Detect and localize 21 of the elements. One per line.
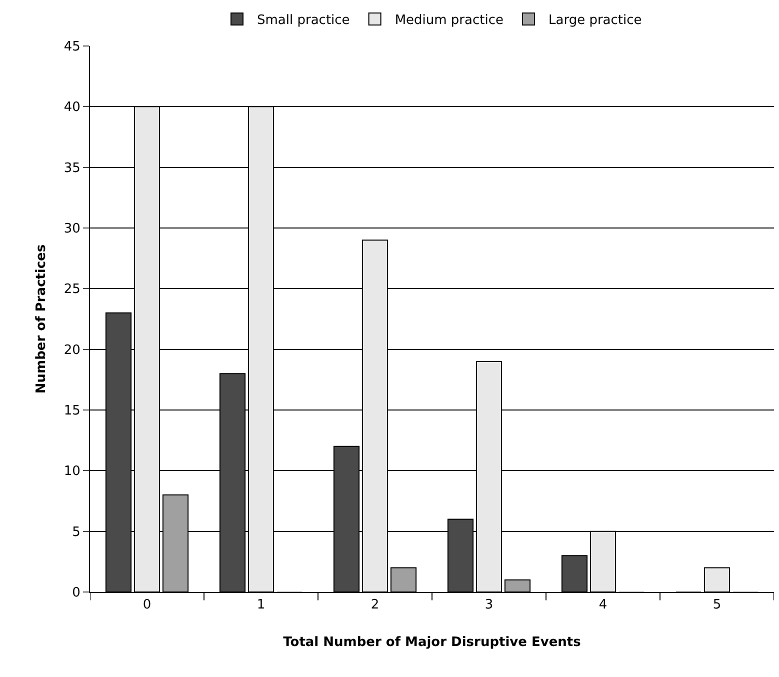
y-tick-label: 20 bbox=[64, 342, 80, 358]
legend-label: Large practice bbox=[548, 13, 642, 28]
legend-label: Small practice bbox=[257, 13, 350, 28]
y-tick-label: 35 bbox=[64, 160, 80, 176]
x-tick-label: 0 bbox=[142, 598, 152, 613]
y-tick-label: 25 bbox=[64, 282, 80, 298]
y-axis-title: Number of Practices bbox=[34, 244, 49, 394]
y-tick-label: 0 bbox=[72, 586, 80, 601]
x-axis-title: Total Number of Major Disruptive Events bbox=[283, 635, 582, 650]
x-tick-label: 4 bbox=[598, 598, 608, 613]
x-tick-label: 3 bbox=[484, 598, 494, 613]
y-tick-label: 10 bbox=[64, 464, 80, 480]
x-tick-label: 1 bbox=[256, 598, 266, 613]
y-tick-label: 45 bbox=[64, 40, 80, 55]
y-tick-label: 15 bbox=[64, 404, 80, 419]
y-tick-label: 40 bbox=[64, 100, 80, 116]
legend-label: Medium practice bbox=[394, 13, 504, 28]
x-tick-label: 5 bbox=[712, 598, 722, 613]
x-tick-label: 2 bbox=[370, 598, 380, 613]
y-tick-label: 30 bbox=[64, 222, 80, 237]
y-tick-label: 5 bbox=[72, 524, 80, 540]
